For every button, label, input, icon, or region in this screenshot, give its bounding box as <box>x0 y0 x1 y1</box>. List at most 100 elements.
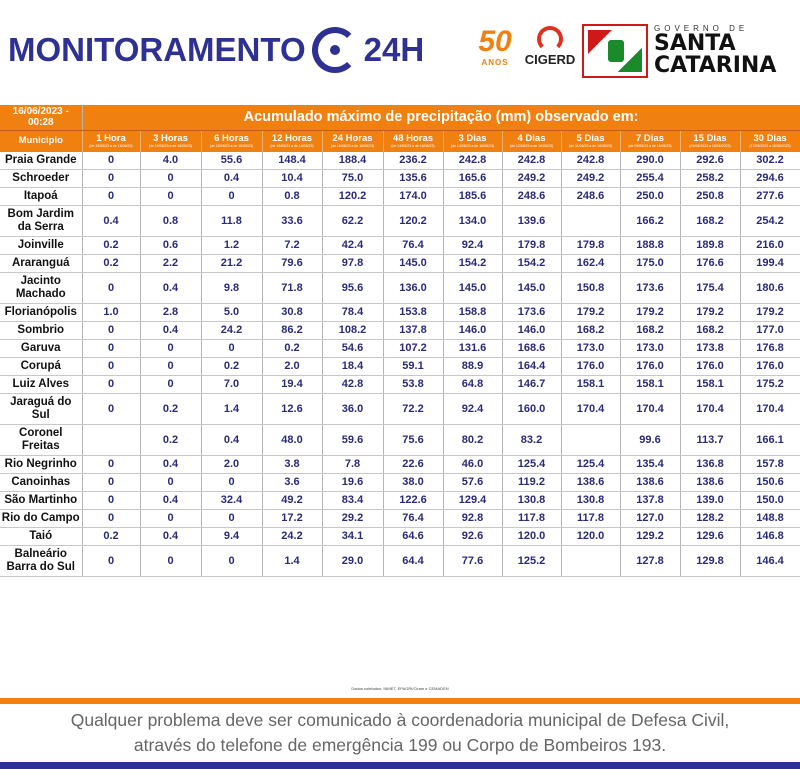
precip-value: 138.6 <box>680 473 741 492</box>
precip-value: 160.0 <box>502 393 562 425</box>
precip-value: 177.0 <box>740 321 800 340</box>
precip-value: 294.6 <box>740 169 800 188</box>
precip-value: 95.6 <box>322 272 384 304</box>
precip-value: 122.6 <box>383 491 444 510</box>
col-label: 48 Horas <box>392 132 434 144</box>
table-row: Araranguá 0.2 2.2 21.2 79.6 97.8 145.0 154.2 154… <box>0 254 800 273</box>
precip-value: 127.8 <box>620 545 681 577</box>
precip-value: 92.8 <box>443 509 503 528</box>
precip-value: 117.8 <box>561 509 621 528</box>
precip-value: 0 <box>140 375 202 394</box>
precip-value: 3.8 <box>262 455 323 474</box>
precip-value: 64.6 <box>383 527 444 546</box>
precip-value: 88.9 <box>443 357 503 376</box>
precip-value: 7.8 <box>322 455 384 474</box>
precip-value: 130.8 <box>502 491 562 510</box>
precip-value: 4.0 <box>140 152 202 170</box>
precip-value: 173.6 <box>502 303 562 322</box>
precip-value: 75.6 <box>383 424 444 456</box>
precip-value: 21.2 <box>201 254 263 273</box>
precip-value: 128.2 <box>680 509 741 528</box>
cigerd-text: CIGERD <box>524 52 576 67</box>
col-date-range: (de 15/06/23 a de 16/06/23) <box>148 143 193 148</box>
precip-value: 148.8 <box>740 509 800 528</box>
precip-value: 7.0 <box>201 375 263 394</box>
precip-value: 258.2 <box>680 169 741 188</box>
precip-value: 242.8 <box>561 152 621 170</box>
precip-value: 175.4 <box>680 272 741 304</box>
precip-value: 176.8 <box>740 339 800 358</box>
table-row: São Martinho 0 0.4 32.4 49.2 83.4 122.6 129.4 13… <box>0 491 800 510</box>
precip-value: 11.8 <box>201 205 263 237</box>
precip-value: 0 <box>82 393 141 425</box>
col-municipio: Municipio <box>0 130 83 152</box>
col-header: 24 Horas (de 15/06/23 a de 16/06/23) <box>322 130 384 152</box>
precip-value: 0 <box>201 509 263 528</box>
col-header: 3 Dias (de 13/06/23 a de 16/06/23) <box>443 130 503 152</box>
precip-value: 179.2 <box>561 303 621 322</box>
municipio-name: Praia Grande <box>0 152 83 170</box>
precip-value: 138.6 <box>620 473 681 492</box>
precip-value: 32.4 <box>201 491 263 510</box>
precip-value: 9.4 <box>201 527 263 546</box>
precip-value: 55.6 <box>201 152 263 170</box>
table-row: Canoinhas 0 0 0 3.6 19.6 38.0 57.6 119.2 138.6 138… <box>0 473 800 492</box>
precip-value: 0 <box>201 473 263 492</box>
radar-icon <box>311 27 358 73</box>
precip-value: 135.4 <box>620 455 681 474</box>
precip-value: 150.6 <box>740 473 800 492</box>
precip-value: 150.8 <box>561 272 621 304</box>
precip-value: 125.2 <box>502 545 562 577</box>
monitoramento-logo: MONITORAMENTO 24H <box>8 27 424 73</box>
precip-value: 242.8 <box>502 152 562 170</box>
precip-value: 139.6 <box>502 205 562 237</box>
precip-value: 42.8 <box>322 375 384 394</box>
precip-value: 108.2 <box>322 321 384 340</box>
col-label: 5 Dias <box>576 132 605 144</box>
precip-value: 46.0 <box>443 455 503 474</box>
precip-value: 125.4 <box>502 455 562 474</box>
municipio-name: São Martinho <box>0 491 83 510</box>
precip-value: 0 <box>140 339 202 358</box>
precip-value: 0.2 <box>82 254 141 273</box>
precip-value: 0.8 <box>140 205 202 237</box>
precip-value: 0 <box>140 545 202 577</box>
gov-top: GOVERNO DE <box>654 24 749 33</box>
municipio-name: Florianópolis <box>0 303 83 322</box>
precip-value: 71.8 <box>262 272 323 304</box>
col-header: 48 Horas (de 14/06/23 a de 16/06/23) <box>383 130 444 152</box>
municipio-name: Jaraguá do Sul <box>0 393 83 425</box>
precip-value: 137.8 <box>620 491 681 510</box>
col-label: 15 Dias <box>693 132 727 144</box>
precip-value <box>561 424 621 456</box>
precip-value: 2.8 <box>140 303 202 322</box>
precip-value: 0 <box>82 491 141 510</box>
precip-value: 173.6 <box>620 272 681 304</box>
precip-value: 176.0 <box>740 357 800 376</box>
timestamp: 16/06/2023 - 00:28 <box>0 105 83 131</box>
precip-value: 0.2 <box>140 424 202 456</box>
blue-divider <box>0 762 800 769</box>
precip-value: 0 <box>82 375 141 394</box>
precip-value: 97.8 <box>322 254 384 273</box>
precip-value: 168.2 <box>561 321 621 340</box>
precip-value: 2.0 <box>201 455 263 474</box>
col-header: 6 Horas (de 15/06/23 a de 16/06/23) <box>201 130 263 152</box>
fifty-number: 50 <box>478 25 512 58</box>
precip-value: 1.0 <box>82 303 141 322</box>
precip-value: 0 <box>201 339 263 358</box>
precip-value: 0 <box>82 272 141 304</box>
precip-value: 113.7 <box>680 424 741 456</box>
col-date-range: (17/05/2023 a 16/06/2023) <box>749 143 791 148</box>
sc-flag-icon <box>582 24 648 78</box>
precip-value: 153.8 <box>383 303 444 322</box>
table-row: Sombrio 0 0.4 24.2 86.2 108.2 137.8 146.0 146.0 1… <box>0 321 800 340</box>
precip-value <box>561 545 621 577</box>
table-row: Taió 0.2 0.4 9.4 24.2 34.1 64.6 92.6 120.0 120.0 1… <box>0 527 800 546</box>
precip-value: 0.6 <box>140 236 202 255</box>
precip-value: 64.4 <box>383 545 444 577</box>
precip-value: 53.8 <box>383 375 444 394</box>
precip-value: 77.6 <box>443 545 503 577</box>
precip-value: 164.4 <box>502 357 562 376</box>
precip-value <box>82 424 141 456</box>
